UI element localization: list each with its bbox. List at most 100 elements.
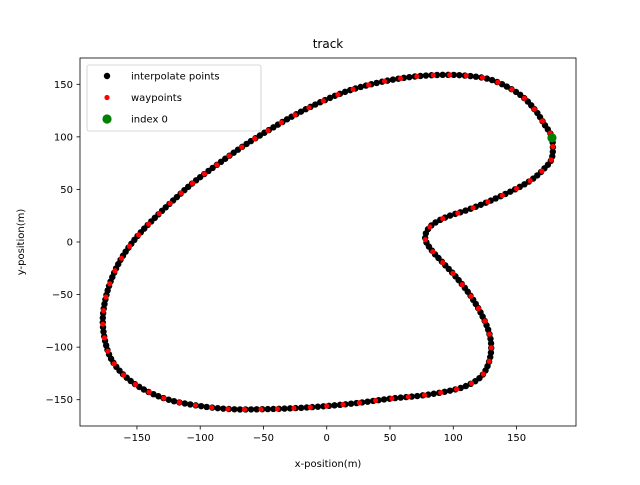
interpolate-point — [297, 108, 305, 115]
interpolate-point — [187, 401, 194, 408]
waypoint — [398, 75, 404, 81]
waypoint — [107, 281, 113, 287]
waypoint — [550, 143, 556, 150]
waypoint — [112, 268, 118, 274]
waypoint — [239, 144, 245, 150]
interpolate-point — [498, 81, 506, 88]
plot-area — [99, 71, 557, 413]
y-tick-label: −100 — [46, 343, 73, 354]
x-tick-label: −150 — [123, 433, 150, 444]
waypoint — [479, 75, 486, 81]
x-tick-label: −100 — [186, 433, 213, 444]
waypoint — [422, 237, 428, 243]
waypoint — [201, 171, 208, 177]
y-tick-label: −50 — [52, 290, 73, 301]
legend-marker — [104, 94, 110, 101]
waypoint — [252, 136, 258, 142]
waypoint — [450, 270, 456, 276]
y-axis-label: y-position(m) — [16, 209, 27, 276]
waypoint — [226, 153, 232, 159]
interpolate-point — [220, 405, 227, 412]
x-tick-label: 150 — [507, 433, 526, 444]
waypoints-series — [100, 72, 556, 413]
x-tick-label: 100 — [444, 433, 463, 444]
legend-marker — [103, 72, 111, 80]
waypoint — [482, 318, 488, 324]
waypoint — [101, 335, 108, 341]
waypoint — [486, 358, 492, 364]
waypoint — [405, 394, 411, 400]
waypoint — [307, 404, 313, 410]
waypoint — [381, 78, 388, 84]
waypoint — [480, 371, 486, 377]
interpolate-point — [472, 73, 480, 80]
waypoint — [103, 294, 109, 300]
waypoint — [521, 95, 528, 101]
x-axis-label: x-position(m) — [295, 459, 362, 470]
waypoint — [156, 210, 162, 217]
waypoint — [192, 402, 199, 408]
interpolate-point — [446, 387, 454, 394]
waypoint — [111, 361, 117, 367]
y-tick-label: 100 — [54, 132, 73, 143]
interpolate-point — [231, 406, 238, 413]
waypoint — [265, 127, 271, 134]
waypoint — [440, 215, 446, 222]
interpolate-point — [488, 76, 496, 84]
waypoint — [440, 260, 446, 266]
waypoint — [278, 119, 285, 126]
interpolate-point — [414, 392, 421, 400]
y-tick-label: −150 — [46, 395, 73, 406]
legend-box — [86, 64, 262, 132]
waypoint — [414, 73, 420, 79]
waypoint — [135, 232, 142, 238]
interpolate-point — [341, 88, 349, 96]
waypoint — [167, 200, 173, 206]
interpolate-point — [165, 396, 172, 403]
waypoint — [320, 98, 326, 104]
waypoint — [495, 79, 501, 85]
interpolate-point — [549, 148, 556, 155]
interpolate-point — [150, 390, 157, 398]
waypoint — [105, 348, 111, 354]
interpolate-point — [433, 71, 441, 79]
x-tick-label: 50 — [384, 433, 397, 444]
waypoint — [438, 389, 444, 396]
waypoint — [475, 305, 481, 312]
waypoint — [258, 406, 264, 412]
interpolate-point — [198, 402, 205, 410]
waypoint — [430, 72, 436, 78]
interpolate-point — [389, 76, 397, 83]
waypoint — [470, 205, 476, 211]
waypoint — [548, 157, 554, 163]
waypoint — [455, 210, 461, 216]
interpolate-point — [314, 403, 322, 410]
interpolate-point — [439, 71, 446, 79]
waypoint — [126, 243, 133, 249]
waypoint — [118, 255, 125, 261]
waypoint — [468, 293, 474, 299]
interpolate-point — [312, 101, 319, 108]
waypoint — [340, 401, 346, 408]
waypoint — [514, 185, 520, 192]
interpolate-point — [270, 405, 277, 413]
legend-label: interpolate points — [131, 72, 220, 83]
waypoint — [486, 331, 493, 337]
waypoint — [189, 180, 196, 186]
x-axis-ticks: −150 −100 −50 0 50 100 150 — [123, 426, 526, 444]
waypoint — [132, 381, 139, 388]
waypoint — [447, 72, 453, 78]
interpolate-point — [247, 406, 255, 413]
interpolate-point — [298, 404, 305, 411]
waypoint — [531, 106, 537, 112]
interpolate-point — [155, 393, 162, 400]
waypoint — [389, 395, 395, 402]
waypoint — [427, 224, 433, 230]
waypoint — [146, 221, 152, 227]
interpolate-point — [406, 73, 413, 81]
interpolate-point — [181, 400, 189, 407]
y-tick-label: 50 — [60, 185, 73, 196]
interpolate-point — [281, 405, 288, 412]
